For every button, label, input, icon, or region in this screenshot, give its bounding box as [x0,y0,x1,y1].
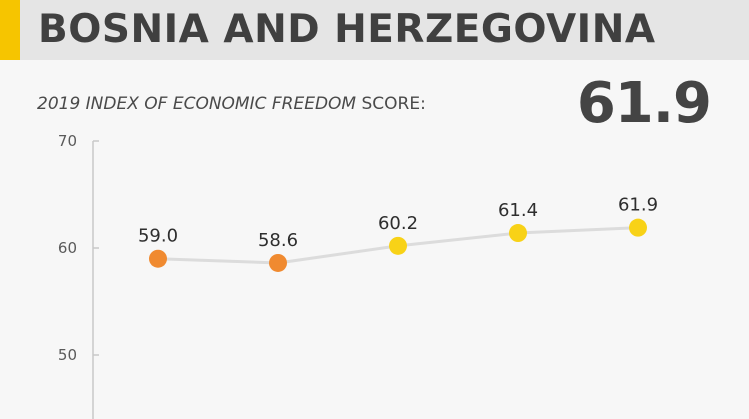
title-accent-bar [0,0,20,60]
data-points [149,218,647,272]
data-label: 58.6 [258,230,298,251]
score-caption: 2019 INDEX OF ECONOMIC FREEDOM SCORE: [37,93,426,115]
data-label: 59.0 [138,226,178,247]
data-point [269,253,287,272]
data-point [509,224,527,243]
data-point [149,249,167,268]
score-caption-index-name: 2019 INDEX OF ECONOMIC FREEDOM [37,94,357,114]
y-tick-label: 70 [58,132,77,150]
data-label: 61.9 [618,195,658,216]
country-title: BOSNIA AND HERZEGOVINA [38,7,656,52]
overall-score-value: 61.9 [576,71,712,136]
title-band [0,0,749,60]
y-tick-label: 50 [58,346,77,364]
data-label: 61.4 [498,200,538,221]
data-label: 60.2 [378,213,418,234]
data-point [389,236,407,255]
data-labels: 59.0 58.6 60.2 61.4 61.9 [138,195,658,251]
y-axis: 70 60 50 [58,132,99,419]
y-tick-label: 60 [58,239,77,257]
score-caption-score-word: SCORE: [356,94,426,114]
data-point [629,218,647,237]
